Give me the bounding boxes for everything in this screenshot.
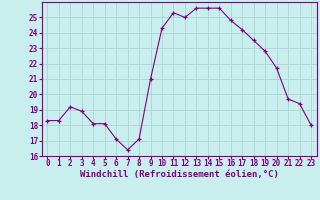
X-axis label: Windchill (Refroidissement éolien,°C): Windchill (Refroidissement éolien,°C) (80, 170, 279, 179)
